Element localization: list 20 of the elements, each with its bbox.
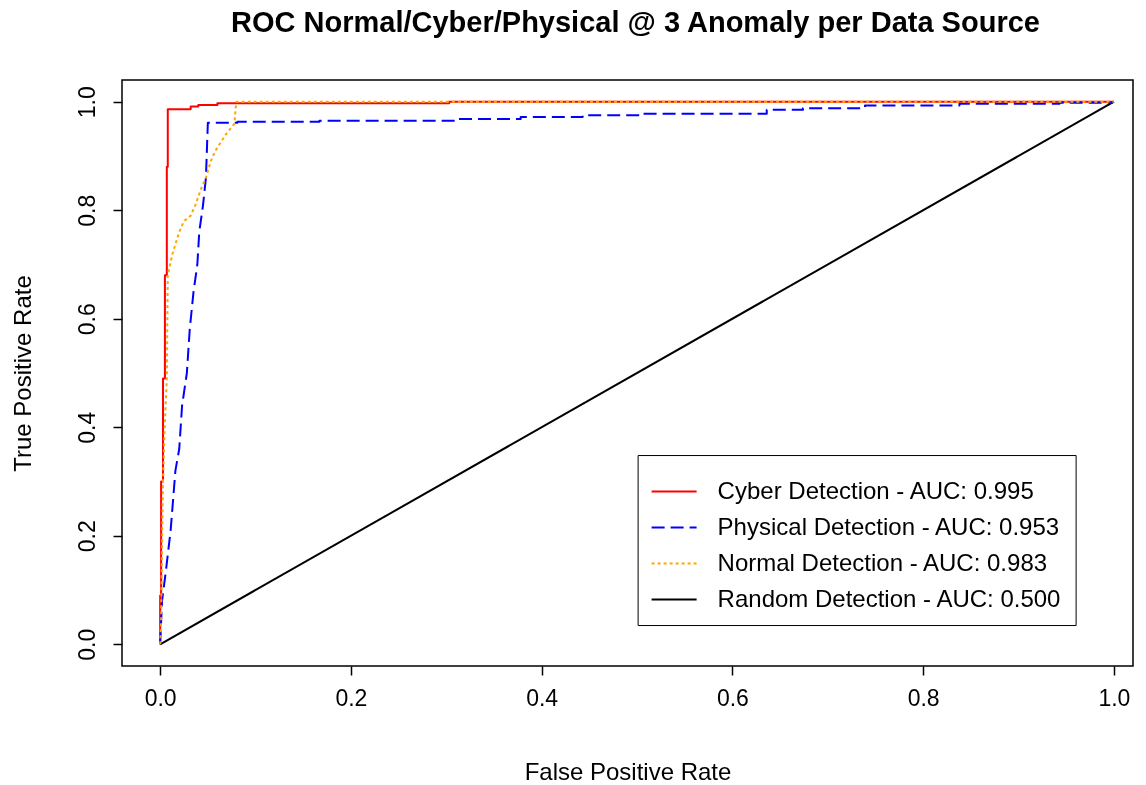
y-axis-title: True Positive Rate — [8, 275, 36, 472]
legend-label: Random Detection - AUC: 0.500 — [717, 584, 1061, 612]
x-tick-label: 0.0 — [144, 684, 177, 711]
legend-label: Physical Detection - AUC: 0.953 — [717, 512, 1060, 540]
y-tick-label: 0.8 — [73, 194, 100, 227]
x-axis-title: False Positive Rate — [524, 757, 732, 785]
y-tick-label: 0.6 — [73, 303, 100, 336]
y-tick-label: 0.2 — [73, 520, 100, 553]
x-tick-label: 0.2 — [335, 684, 368, 711]
x-tick-label: 0.6 — [716, 684, 749, 711]
y-tick-label: 1.0 — [73, 86, 100, 119]
x-tick-label: 0.8 — [907, 684, 940, 711]
x-tick-label: 0.4 — [526, 684, 559, 711]
line-series — [159, 100, 1115, 646]
y-tick-label: 0.4 — [73, 411, 100, 444]
y-tick-label: 0.0 — [73, 628, 100, 661]
legend-label: Normal Detection - AUC: 0.983 — [717, 548, 1048, 576]
x-tick-label: 1.0 — [1098, 684, 1131, 711]
chart-title: ROC Normal/Cyber/Physical @ 3 Anomaly per Data Source — [231, 6, 1040, 38]
legend-label: Cyber Detection - AUC: 0.995 — [717, 476, 1034, 504]
